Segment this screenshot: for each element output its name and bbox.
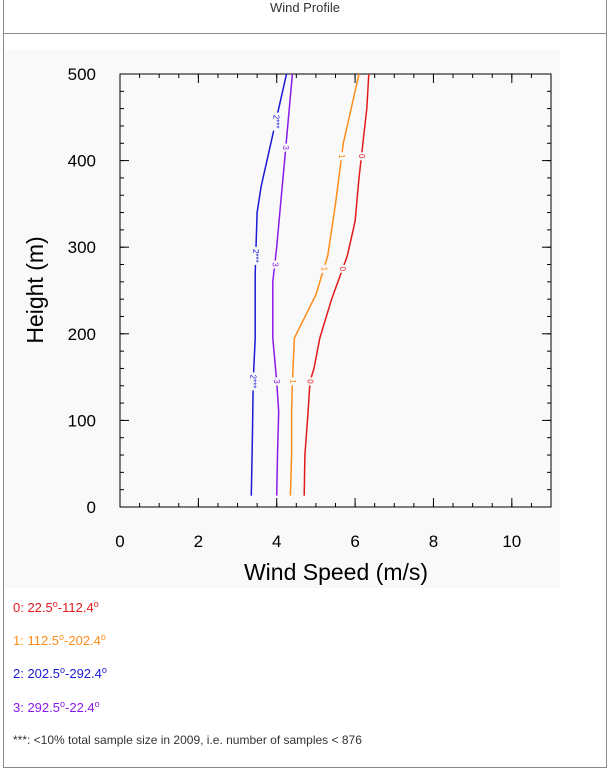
series-label-bg (357, 152, 366, 161)
series-line-1 (289, 73, 360, 496)
series-line-0 (303, 73, 370, 496)
legend-item: 1: 112.5o-202.4o (13, 632, 106, 648)
series-line-label: 3 (281, 145, 290, 150)
y-axis-label: Height (m) (22, 236, 48, 343)
y-tick-label: 500 (68, 65, 96, 84)
x-tick-label: 0 (115, 532, 124, 551)
x-tick-label: 10 (502, 532, 521, 551)
series-line-label: 2*** (271, 115, 280, 129)
y-tick-label: 400 (68, 152, 96, 171)
x-tick-label: 6 (350, 532, 359, 551)
series-label-bg (272, 377, 281, 386)
series-line-3 (272, 73, 294, 496)
series-line-label: 0 (357, 154, 366, 159)
series-line-label: 1 (288, 379, 297, 384)
series-line-label: 3 (272, 379, 281, 384)
series-line-label: 0 (338, 267, 347, 272)
series-label-bg (337, 152, 346, 161)
y-tick-label: 0 (87, 498, 96, 517)
y-tick-label: 200 (68, 325, 96, 344)
y-tick-label: 300 (68, 238, 96, 257)
series-line-label: 1 (319, 267, 328, 272)
series-label-bg (249, 372, 258, 391)
series-label-bg (270, 260, 279, 269)
series-label-bg (338, 264, 347, 273)
legend-item: 0: 22.5o-112.4o (13, 599, 99, 615)
series-label-bg (281, 143, 290, 152)
plot-background (5, 50, 560, 588)
sample-size-note: ***: <10% total sample size in 2009, i.e… (13, 733, 362, 747)
series-line-label: 3 (270, 262, 279, 267)
figure-frame: Wind Profile (3, 0, 607, 768)
series-line-label: 0 (306, 379, 315, 384)
series-line-2 (250, 73, 288, 496)
series-line-label: 1 (337, 154, 346, 159)
series-label-bg (319, 264, 328, 273)
x-tick-label: 2 (194, 532, 203, 551)
x-tick-label: 4 (272, 532, 281, 551)
series-line-label: 2*** (251, 249, 260, 263)
legend-item: 3: 292.5o-22.4o (13, 699, 100, 715)
series-label-bg (288, 377, 297, 386)
x-tick-label: 8 (429, 532, 438, 551)
legend-item: 2: 202.5o-292.4o (13, 665, 107, 681)
series-label-bg (306, 377, 315, 386)
page-title: Wind Profile (4, 0, 606, 34)
x-axis-label: Wind Speed (m/s) (244, 559, 428, 585)
series-label-bg (271, 112, 280, 131)
series-line-label: 2*** (249, 375, 258, 389)
chart-series: 0 0 0 1 1 1 2*** 2*** 2*** 3 3 3 (249, 73, 370, 496)
y-tick-label: 100 (68, 411, 96, 430)
series-label-bg (251, 246, 260, 265)
